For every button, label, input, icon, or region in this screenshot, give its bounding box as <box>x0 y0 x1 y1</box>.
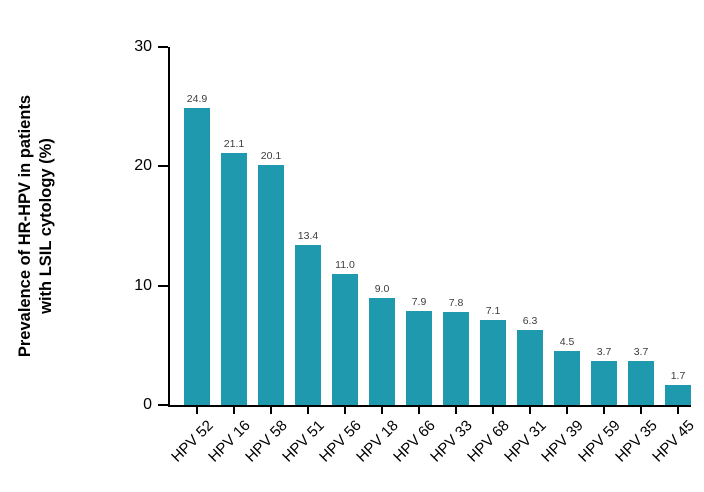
y-tick-mark <box>158 46 168 48</box>
bar <box>554 351 580 405</box>
bar <box>332 273 358 405</box>
bar-value-label: 7.9 <box>411 295 427 308</box>
bar <box>369 297 395 405</box>
bar-column: 3.7 HPV 35 <box>612 47 661 466</box>
bar <box>591 360 617 405</box>
x-tick-mark <box>344 407 346 414</box>
bar <box>665 384 691 405</box>
bar-value-label: 3.7 <box>596 345 612 358</box>
y-axis-title-line2: with LSIL cytology (%) <box>37 138 55 314</box>
bar <box>628 360 654 405</box>
bar <box>480 320 506 405</box>
bar-column: 1.7 HPV 45 <box>649 47 698 466</box>
x-tick-mark <box>566 407 568 414</box>
bar-column: 9.0 HPV 18 <box>353 47 402 466</box>
bar-column: 7.9 HPV 66 <box>390 47 439 466</box>
bar-value-label: 11.0 <box>335 258 355 271</box>
bar <box>184 107 210 405</box>
x-tick-mark <box>492 407 494 414</box>
bar-value-label: 24.9 <box>186 92 208 105</box>
y-tick-label: 20 <box>134 157 152 175</box>
bar-column: 4.5 HPV 39 <box>538 47 587 465</box>
bar-value-label: 3.7 <box>633 345 649 358</box>
bar-value-label: 13.4 <box>297 230 319 243</box>
bar-column: 7.1 HPV 68 <box>464 47 513 465</box>
bar-column: 11.0 HPV 56 <box>316 47 365 466</box>
bar-column: 24.9 HPV 52 <box>168 47 217 466</box>
bar-value-label: 6.3 <box>522 314 538 327</box>
bar-value-label: 1.7 <box>670 369 686 382</box>
bar <box>221 153 247 405</box>
bar-value-label: 9.0 <box>374 282 390 295</box>
y-axis-title-line1: Prevalence of HR-HPV in patients <box>16 94 34 358</box>
bar-column: 3.7 HPV 59 <box>575 47 624 466</box>
plot-area: 0 10 20 30 24.9 HPV 52 21.1 HPV 16 20.1 HPV 58 13… <box>134 38 698 466</box>
x-tick-mark <box>270 407 272 414</box>
bar-column: 6.3 HPV 31 <box>501 47 550 466</box>
y-axis-title: Prevalence of HR-HPV in patients with LS… <box>14 46 58 406</box>
y-tick-mark <box>158 165 168 168</box>
bar-value-label: 4.5 <box>559 336 575 349</box>
x-tick-mark <box>307 407 309 414</box>
x-tick-mark <box>640 407 642 414</box>
y-tick-label: 0 <box>143 396 152 413</box>
y-tick-label: 10 <box>134 276 152 294</box>
x-tick-mark <box>381 407 383 414</box>
x-tick-mark <box>196 407 198 414</box>
x-tick-mark <box>603 407 605 414</box>
bar <box>517 329 543 405</box>
bar <box>406 310 432 405</box>
x-tick-mark <box>455 407 457 414</box>
bar <box>295 245 321 405</box>
bar <box>258 165 284 405</box>
bars-container: 24.9 HPV 52 21.1 HPV 16 20.1 HPV 58 13.4 HPV 51… <box>168 47 698 466</box>
y-tick-mark <box>158 284 168 287</box>
y-tick-label: 30 <box>134 38 152 55</box>
bar-value-label: 20.1 <box>260 150 282 163</box>
bar-value-label: 7.1 <box>485 305 501 318</box>
bar-value-label: 21.1 <box>223 138 245 151</box>
bar <box>443 311 469 405</box>
bar-column: 7.8 HPV 33 <box>427 47 476 466</box>
x-tick-mark <box>529 407 531 414</box>
x-tick-mark <box>677 407 679 414</box>
x-tick-mark <box>233 407 235 414</box>
bar-value-label: 7.8 <box>448 296 464 309</box>
y-tick-mark <box>158 404 168 406</box>
x-tick-mark <box>418 407 420 414</box>
bar-column: 13.4 HPV 51 <box>279 47 328 465</box>
bar-column: 20.1 HPV 58 <box>242 47 291 465</box>
bar-column: 21.1 HPV 16 <box>205 47 254 465</box>
